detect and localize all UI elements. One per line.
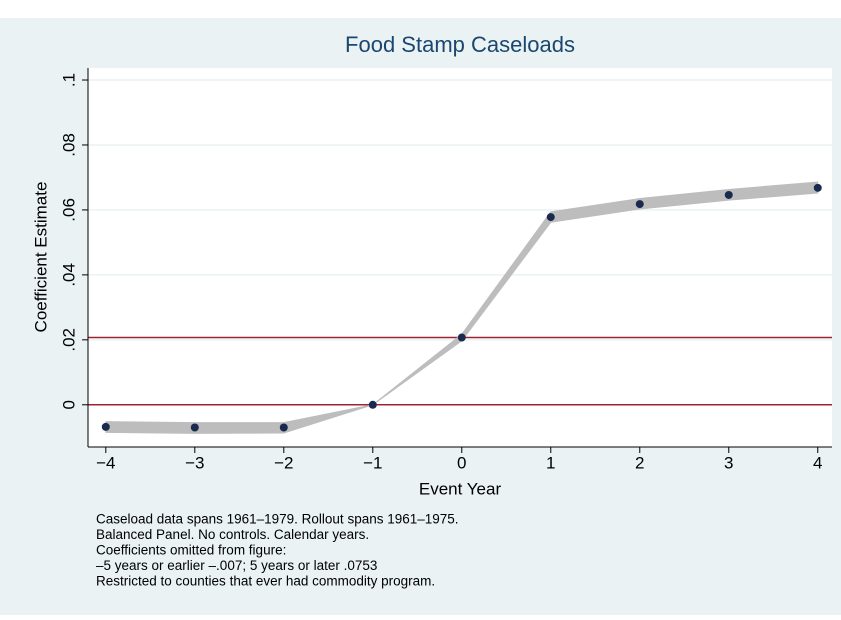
point	[724, 190, 733, 199]
point	[635, 200, 644, 209]
x-tick-label: −1	[363, 453, 382, 472]
point	[279, 423, 288, 432]
point	[190, 423, 199, 432]
x-tick-label: 3	[724, 453, 733, 472]
note: Caseload data spans 1961–1979. Rollout s…	[96, 512, 459, 527]
y-tick-label: .1	[59, 73, 78, 87]
y-tick-label: .04	[59, 263, 78, 287]
point	[546, 213, 555, 222]
x-tick-label: 2	[635, 453, 644, 472]
x-axis-label: Event Year	[419, 479, 502, 498]
x-tick-label: −2	[274, 453, 293, 472]
note: Balanced Panel. No controls. Calendar ye…	[96, 527, 369, 542]
point	[101, 422, 110, 431]
y-tick-label: 0	[59, 400, 78, 409]
note: –5 years or earlier –.007; 5 years or la…	[96, 558, 377, 573]
note: Coefficients omitted from figure:	[96, 543, 286, 558]
x-tick-label: −3	[185, 453, 204, 472]
x-tick-label: −4	[96, 453, 115, 472]
y-tick-label: .06	[59, 198, 78, 222]
x-tick-label: 4	[813, 453, 822, 472]
y-tick-label: .02	[59, 328, 78, 352]
point	[368, 400, 377, 409]
x-tick-label: 0	[457, 453, 466, 472]
point	[457, 333, 466, 342]
x-tick-label: 1	[546, 453, 555, 472]
note: Restricted to counties that ever had com…	[96, 574, 435, 589]
plot-area	[88, 68, 832, 447]
y-tick-label: .08	[59, 133, 78, 157]
point	[813, 183, 822, 192]
chart-title: Food Stamp Caseloads	[345, 32, 575, 57]
y-axis-label: Coefficient Estimate	[31, 182, 50, 333]
